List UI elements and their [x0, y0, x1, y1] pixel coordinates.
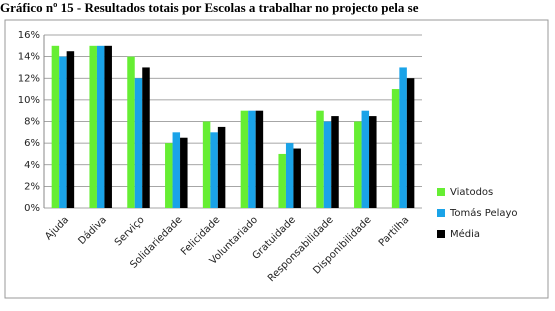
legend-label: Tomás Pelayo — [449, 207, 518, 219]
bar — [89, 45, 97, 208]
y-tick-label: 0% — [24, 203, 40, 214]
bar — [278, 153, 286, 208]
y-tick-label: 10% — [18, 95, 40, 106]
bar — [406, 78, 415, 208]
bar — [96, 45, 105, 208]
bar — [51, 45, 60, 208]
bar — [172, 132, 181, 208]
bar — [399, 67, 407, 208]
bar — [127, 56, 135, 208]
bar — [134, 78, 143, 208]
chart-title: Gráfico nº 15 - Resultados totais por Es… — [0, 0, 419, 15]
bar — [104, 45, 112, 208]
x-tick-label: Responsabilidade — [266, 214, 336, 284]
legend-swatch — [437, 188, 445, 196]
bar — [217, 126, 226, 208]
bar — [142, 67, 150, 208]
y-tick-label: 14% — [18, 52, 40, 63]
bar — [248, 110, 256, 208]
bar — [369, 116, 377, 208]
legend-swatch — [437, 209, 445, 217]
y-tick-label: 16% — [18, 30, 40, 41]
legend-swatch — [437, 230, 445, 238]
bar — [66, 51, 75, 208]
bar — [354, 121, 362, 208]
bar — [210, 132, 218, 208]
bar — [293, 148, 301, 208]
bar — [202, 121, 211, 208]
y-tick-label: 2% — [24, 181, 40, 192]
legend-label: Média — [450, 228, 480, 240]
bar — [361, 110, 370, 208]
y-tick-label: 12% — [18, 73, 40, 84]
bar — [323, 121, 332, 208]
y-tick-label: 6% — [24, 138, 40, 149]
chart-border — [4, 19, 549, 299]
legend-label: Viatodos — [450, 187, 493, 198]
y-tick-label: 8% — [24, 117, 40, 128]
bar — [165, 143, 173, 208]
x-tick-label: Serviço — [113, 214, 147, 248]
bar — [240, 110, 249, 208]
bar — [180, 137, 188, 208]
bar — [316, 110, 324, 208]
bar — [391, 89, 400, 208]
x-tick-label: Partilha — [377, 214, 411, 248]
bar — [59, 56, 67, 208]
y-tick-label: 4% — [24, 160, 40, 171]
bar — [285, 143, 294, 208]
bar — [331, 116, 339, 208]
x-tick-label: Dádiva — [76, 214, 109, 247]
bar — [255, 110, 264, 208]
x-tick-label: Ajuda — [43, 214, 71, 242]
